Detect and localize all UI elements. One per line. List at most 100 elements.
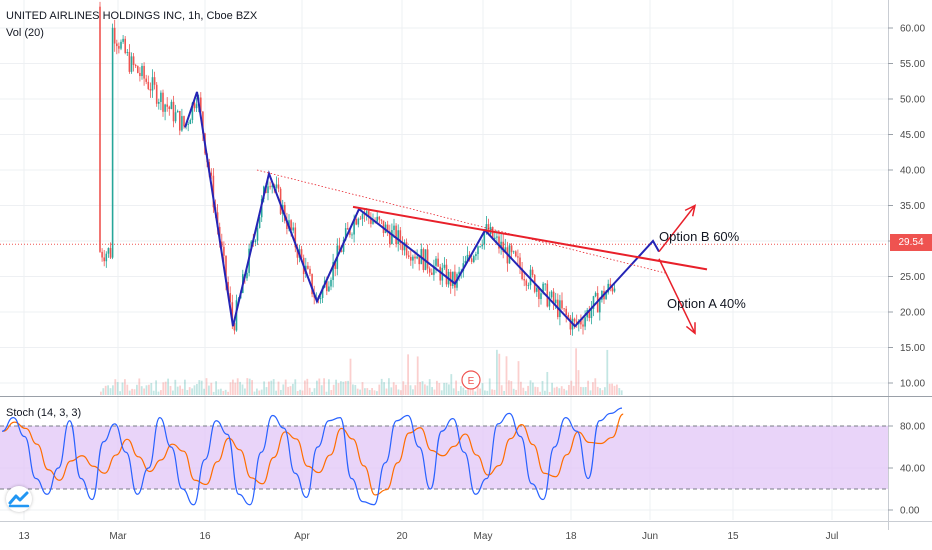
volume-bar	[582, 387, 585, 395]
candle-body	[487, 224, 490, 235]
volume-bar	[368, 389, 371, 395]
candle-body	[414, 256, 416, 259]
volume-bar	[527, 385, 529, 395]
candle-body	[550, 291, 553, 298]
volume-bar	[188, 387, 191, 395]
volume-bar	[109, 388, 112, 395]
volume-bar	[421, 381, 424, 395]
volume-bar	[222, 391, 225, 395]
candle-body	[340, 250, 343, 252]
time-tick-label: 13	[18, 531, 30, 542]
volume-bar	[433, 389, 436, 395]
volume-bar	[191, 388, 193, 395]
option-a-label: Option A 40%	[667, 296, 746, 311]
candle-body	[221, 241, 223, 247]
candle-body	[132, 56, 135, 65]
volume-bar	[150, 382, 153, 395]
candle-body	[365, 211, 368, 215]
volume-bar	[584, 387, 587, 395]
volume-bar	[181, 388, 184, 395]
volume-bar	[172, 390, 174, 395]
candle-body	[145, 78, 147, 82]
candle-body	[172, 101, 175, 122]
candle-body	[443, 264, 446, 268]
candle-body	[128, 51, 131, 72]
candle-body	[376, 216, 378, 222]
volume-bar	[412, 389, 414, 395]
candle-body	[126, 51, 129, 53]
volume-bar	[294, 379, 297, 395]
candle-body	[491, 227, 494, 239]
tradingview-logo[interactable]	[6, 486, 32, 512]
volume-bar	[157, 391, 160, 395]
time-tick-label: May	[474, 531, 493, 542]
volume-bar	[126, 384, 129, 395]
volume-bar	[539, 391, 541, 395]
candle-body	[223, 246, 225, 256]
candle-body	[483, 231, 486, 245]
volume-bar	[599, 388, 601, 395]
candle-body	[521, 268, 523, 280]
candle-body	[517, 256, 519, 258]
volume-bar	[323, 378, 325, 395]
volume-bar	[308, 387, 311, 395]
volume-bar	[248, 378, 251, 395]
volume-bar	[251, 380, 253, 395]
volume-bar	[337, 383, 340, 395]
volume-bar	[289, 386, 292, 395]
candle-body	[437, 258, 439, 267]
candle-body	[554, 299, 557, 304]
candle-body	[592, 296, 595, 309]
volume-bar	[431, 387, 433, 395]
volume-bar	[277, 381, 280, 395]
candle-body	[502, 241, 504, 253]
volume-bar	[203, 388, 205, 395]
candle-body	[179, 111, 181, 131]
time-tick-label: Mar	[109, 531, 127, 542]
volume-bar	[260, 389, 263, 395]
volume-bar	[198, 380, 201, 395]
candle-body	[548, 297, 551, 307]
candle-body	[286, 220, 288, 229]
time-tick-label: 15	[727, 531, 739, 542]
volume-bar	[179, 385, 181, 395]
volume-bar	[318, 378, 321, 395]
volume-bar	[330, 389, 333, 395]
candle-body	[510, 245, 513, 253]
stochastic-pane	[0, 407, 888, 506]
price-tick-label: 15.00	[900, 343, 925, 354]
candle-body	[246, 272, 248, 279]
volume-bar	[575, 348, 577, 395]
candle-body	[137, 66, 139, 73]
candle-body	[353, 219, 355, 235]
candle-body	[155, 84, 158, 104]
candle-body	[590, 308, 593, 319]
volume-bar	[217, 389, 220, 395]
scenario-arrowhead	[684, 204, 697, 217]
volume-bar	[155, 380, 157, 395]
volume-bar	[241, 384, 244, 395]
volume-bar	[522, 387, 525, 395]
volume-bar	[594, 378, 597, 395]
stoch-tick-label: 40.00	[900, 464, 925, 475]
candle-body	[378, 216, 381, 220]
candle-body	[403, 242, 406, 251]
volume-bar	[510, 381, 513, 395]
candle-body	[124, 38, 126, 53]
candle-body	[519, 257, 521, 269]
candle-body	[233, 322, 236, 331]
volume-bar	[438, 383, 441, 395]
candle-body	[134, 64, 137, 67]
candle-body	[330, 279, 332, 287]
volume-bar	[385, 388, 388, 395]
volume-bar	[301, 390, 304, 395]
price-tick-label: 10.00	[900, 379, 925, 390]
volume-bar	[512, 388, 515, 395]
volume-bar	[246, 378, 249, 395]
volume-bar	[608, 383, 611, 395]
volume-bar	[116, 382, 119, 395]
candle-body	[307, 265, 309, 269]
time-tick-label: Apr	[294, 531, 310, 542]
volume-bar	[443, 382, 445, 395]
